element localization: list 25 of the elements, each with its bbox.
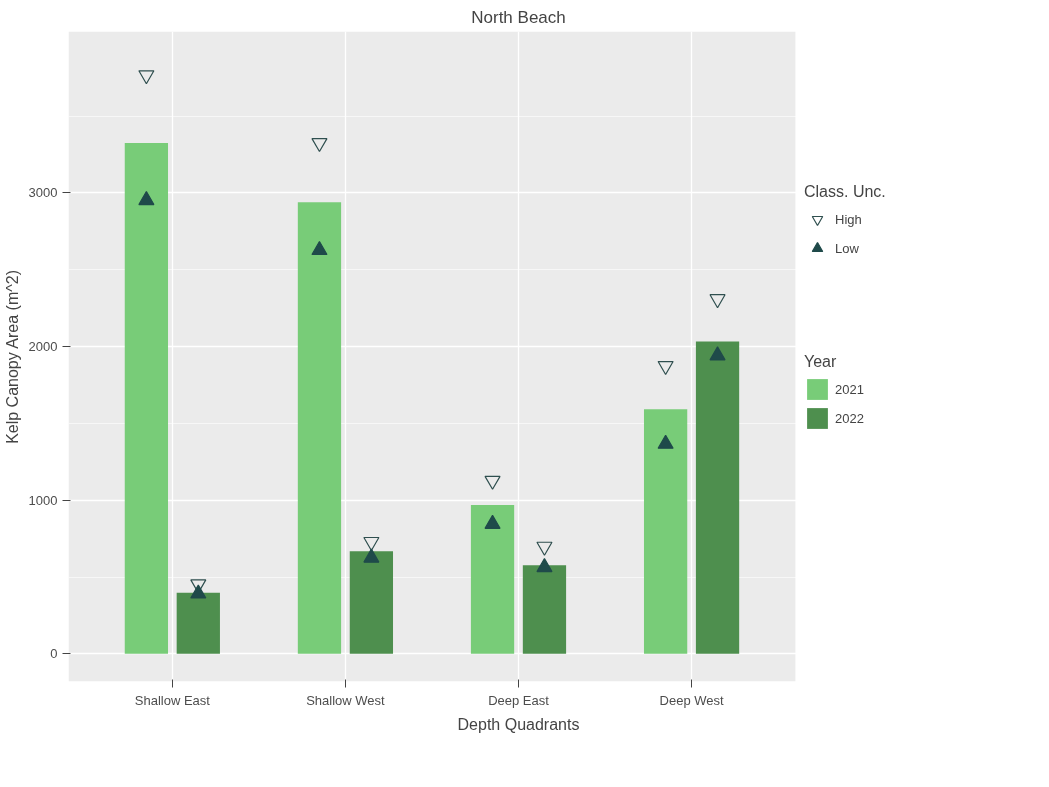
chart-title: North Beach — [471, 7, 566, 27]
legend-label: Low — [835, 240, 859, 256]
y-axis-title: Kelp Canopy Area (m^2) — [3, 270, 21, 444]
text: Year — [804, 353, 837, 370]
x-tick-label: Deep East — [488, 692, 550, 708]
legend-label: 2021 — [835, 381, 864, 397]
bar — [643, 409, 688, 654]
legend-label: 2022 — [835, 410, 864, 426]
bar — [470, 505, 515, 654]
legend-label: High — [835, 211, 862, 227]
y-tick-label: 2000 — [28, 339, 58, 355]
bar — [695, 341, 740, 654]
bar — [522, 565, 567, 654]
x-tick-label: Shallow East — [134, 692, 211, 708]
y-tick-label: 0 — [50, 646, 58, 662]
x-tick-label: Deep West — [659, 692, 724, 708]
bar — [124, 142, 169, 654]
bar — [297, 202, 342, 654]
y-tick-label: 3000 — [28, 185, 58, 201]
x-axis-title: Depth Quadrants — [457, 715, 580, 733]
bar — [176, 592, 220, 654]
bar — [349, 551, 394, 654]
x-tick-label: Shallow West — [306, 692, 386, 708]
y-tick-label: 1000 — [28, 492, 58, 508]
text: Class. Unc. — [804, 183, 886, 200]
